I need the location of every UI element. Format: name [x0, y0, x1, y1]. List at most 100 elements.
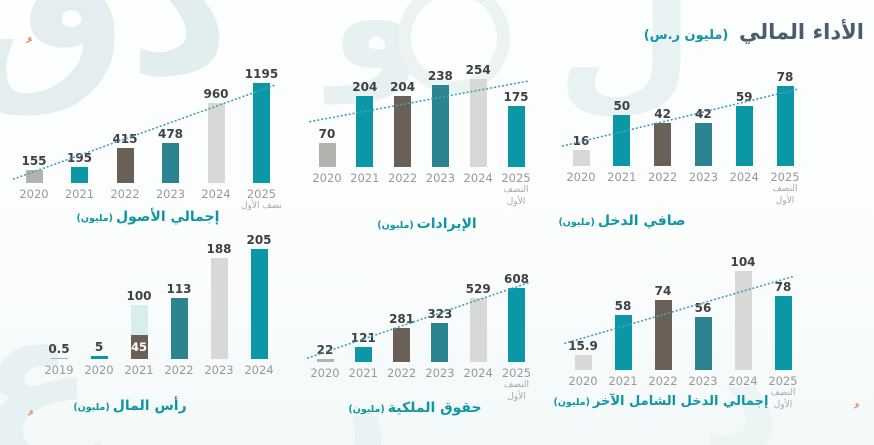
bar-column-2019: 0.5 [37, 341, 81, 359]
value-label: 415 [112, 132, 138, 147]
page-title-unit: (مليون ر.س) [643, 28, 729, 43]
plot-area: 155 195 415 478 960 1195 [8, 57, 288, 183]
value-label: 478 [157, 127, 184, 141]
half-year-label-line: الأول [773, 399, 793, 410]
bar-column-2023: 478 [149, 127, 193, 183]
bar-2020 [572, 149, 590, 166]
value-label: 1195 [244, 67, 279, 81]
bar-2023 [431, 84, 449, 167]
bar-2020 [90, 356, 108, 359]
value-label: 529 [465, 281, 491, 296]
chart-title-text: الإيرادات [416, 216, 477, 232]
half-year-label: نصف الأول [232, 201, 292, 213]
chart-title-text: صافي الدخل [597, 213, 686, 229]
bar-column-2020: 5 [77, 340, 121, 359]
year-label: 2023 [425, 171, 456, 185]
chart-net-income: 16 50 42 42 59 78 2020 2021 2022 2023 2024 2025 النص… [555, 60, 815, 229]
bar-2021: 45 [130, 305, 148, 359]
chart-title-unit: (مليون) [377, 220, 414, 231]
bar-2020 [316, 359, 334, 362]
bar-2023 [431, 322, 449, 362]
bar-2021 [71, 166, 88, 183]
value-label: 323 [427, 306, 453, 321]
half-year-label-line: النصف [770, 388, 796, 398]
year-label: 2024 [463, 171, 493, 185]
bar-column-2020: 155 [12, 154, 56, 183]
year-label: 2025 [770, 170, 800, 184]
value-label: 188 [206, 242, 232, 257]
value-label: 15.9 [568, 338, 598, 353]
value-label: 42 [695, 106, 712, 121]
chart-other-comprehensive-income: 15.9 58 74 56 104 78 2020 2021 2022 2023 2024 2025 ا… [554, 245, 815, 432]
bar-2020 [574, 354, 592, 370]
chart-equity: 22 121 281 323 529 608 2020 2021 2022 2023 2024 202… [300, 262, 550, 424]
value-label: 281 [389, 311, 415, 326]
bar-2025 [774, 295, 792, 370]
bar-column-2022: 74 [641, 284, 685, 370]
value-label: 254 [465, 63, 491, 77]
value-label: 78 [774, 279, 792, 294]
bar-2023 [694, 122, 712, 166]
year-label: 2023 [425, 366, 455, 380]
page-title: الأداء المالي (مليون ر.س) [644, 20, 864, 44]
bar-column-2024: 960 [194, 87, 238, 183]
bar-segment: 45 [130, 334, 148, 359]
bar-column-2024: 59 [722, 89, 766, 166]
bar-2023 [210, 258, 228, 359]
chart-title-text: إجمالي الأصول [115, 209, 220, 225]
bar-column-2021: 50 [600, 99, 644, 166]
bar-2023 [694, 316, 712, 370]
half-year-label-line: النصف [503, 185, 529, 195]
segment-inner-label: 45 [130, 339, 147, 354]
bar-2022 [654, 122, 672, 166]
value-label: 0.5 [48, 341, 70, 356]
value-label: 100 [126, 289, 152, 304]
chart-title: إجمالي الأصول(مليون) [8, 209, 288, 225]
year-label: 2020 [566, 170, 596, 184]
bar-column-2022: 113 [157, 282, 201, 359]
plot-area: 22 121 281 323 529 608 [300, 262, 550, 362]
bar-2024 [207, 102, 225, 183]
year-label: 2020 [19, 187, 49, 201]
chart-title-text: حقوق الملكية [387, 400, 482, 416]
year-label: 2020 [568, 374, 598, 388]
bar-2021 [356, 96, 374, 167]
chart-title-unit: (مليون) [348, 404, 385, 415]
year-label: 2019 [44, 363, 74, 377]
bar-column-2023: 42 [681, 107, 725, 166]
year-label: 2020 [310, 366, 340, 380]
bar-column-2021: 195 [58, 151, 102, 183]
plot-area: 70 204 204 238 254 175 [300, 53, 550, 167]
value-label: 205 [246, 233, 272, 247]
half-year-label: النصف الأول [487, 380, 547, 403]
bar-column-2021: 100 45 [117, 289, 161, 359]
bar-2022 [654, 299, 672, 370]
value-label: 104 [730, 255, 756, 269]
bar-2022 [116, 148, 134, 183]
bar-2024 [735, 105, 753, 166]
year-label: 2023 [204, 363, 234, 377]
chart-capital: 0.5 5 100 45 113 188 205 2019 2020 2021 2022 2023 20… [8, 223, 288, 421]
value-label: 50 [613, 98, 631, 113]
year-label: 2024 [729, 170, 759, 184]
bar-column-2023: 56 [681, 301, 725, 370]
plot-area: 15.9 58 74 56 104 78 [555, 245, 815, 370]
chart-title: حقوق الملكية(مليون) [290, 400, 540, 416]
year-label: 2021 [124, 363, 154, 377]
value-label: 70 [318, 126, 336, 141]
bar-2025 [508, 288, 525, 362]
value-label: 56 [694, 300, 712, 315]
bar-column-2025: 78 [761, 280, 805, 370]
year-label: 2022 [647, 170, 678, 184]
bar-2024 [469, 79, 487, 167]
bar-2022 [170, 298, 188, 359]
value-label: 59 [735, 89, 753, 104]
year-label: 2022 [387, 171, 418, 185]
year-label: 2024 [463, 366, 493, 380]
chart-title-unit: (مليون) [76, 213, 113, 224]
value-label: 42 [654, 106, 671, 121]
value-label: 78 [776, 70, 794, 84]
bar-2020 [318, 142, 336, 167]
bar-column-2025: 78 [763, 70, 807, 166]
plot-area: 16 50 42 42 59 78 [555, 60, 815, 166]
